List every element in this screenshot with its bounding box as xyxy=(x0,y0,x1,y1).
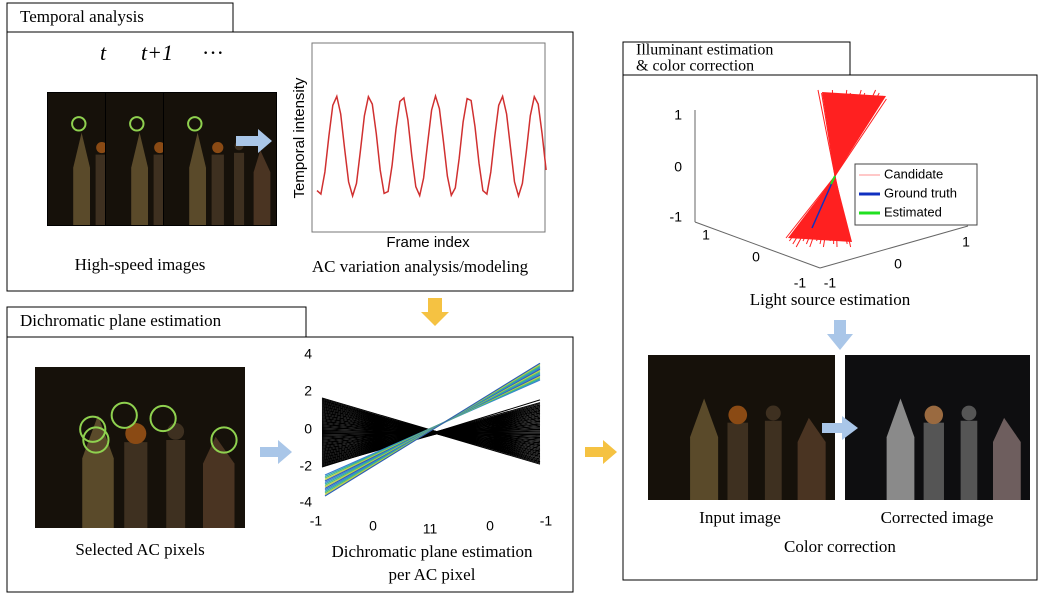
arrow xyxy=(421,298,449,326)
x-tick-label: -1 xyxy=(794,275,807,291)
y-tick-label: 1 xyxy=(962,234,970,250)
x-tick-label: 0 xyxy=(752,249,760,265)
z-tick-label: 0 xyxy=(674,159,682,175)
plot-caption: Light source estimation xyxy=(750,290,911,309)
y-tick-label: -1 xyxy=(824,275,837,291)
figure xyxy=(234,153,244,225)
x-tick-label: 11 xyxy=(423,521,438,537)
plot-caption: Dichromatic plane estimation xyxy=(331,542,533,561)
diagram: Temporal analysis t t+1 ··· High-speed i… xyxy=(0,0,1045,598)
y-tick-label: -4 xyxy=(300,494,313,510)
figure xyxy=(212,142,223,153)
figure xyxy=(961,421,978,500)
figure xyxy=(766,406,781,421)
frame-label: ··· xyxy=(202,40,224,65)
arrow xyxy=(585,440,617,464)
frame-label: t+1 xyxy=(141,40,173,65)
panel-title: Dichromatic plane estimation xyxy=(20,311,222,330)
y-tick-label: 0 xyxy=(894,256,902,272)
figure xyxy=(124,442,147,528)
image-caption: Selected AC pixels xyxy=(75,540,204,559)
y-tick-label: 4 xyxy=(304,346,312,362)
x-tick-label: 0 xyxy=(369,518,377,534)
image-caption: Input image xyxy=(699,508,781,527)
figure xyxy=(166,440,185,528)
figure xyxy=(925,406,944,425)
x-tick-label: -1 xyxy=(310,513,323,529)
z-tick-label: -1 xyxy=(670,209,683,225)
y-tick-label: -2 xyxy=(300,458,313,474)
figure xyxy=(167,423,184,440)
figure xyxy=(962,406,977,421)
y-axis-label: Temporal intensity xyxy=(291,77,308,198)
caption: Color correction xyxy=(784,537,896,556)
y-tick-label: 0 xyxy=(304,421,312,437)
legend-label: Candidate xyxy=(884,166,943,181)
panel-title: & color correction xyxy=(636,58,754,75)
image-caption: High-speed images xyxy=(75,255,206,274)
image-caption: Corrected image xyxy=(881,508,994,527)
figure xyxy=(212,155,224,225)
legend-label: Ground truth xyxy=(884,185,957,200)
x-tick-label: 0 xyxy=(486,518,494,534)
plot-caption: AC variation analysis/modeling xyxy=(312,257,529,276)
x-axis-label: Frame index xyxy=(386,234,470,251)
x-tick-label: 1 xyxy=(702,227,710,243)
frame-label: t xyxy=(100,40,107,65)
legend-label: Estimated xyxy=(884,204,942,219)
z-tick-label: 1 xyxy=(674,107,682,123)
frame-stack xyxy=(47,92,277,226)
figure xyxy=(727,423,748,500)
figure xyxy=(765,421,782,500)
y-tick-label: 2 xyxy=(304,383,312,399)
figure xyxy=(924,423,944,500)
panel-title: Temporal analysis xyxy=(20,7,144,26)
x-tick-label: -1 xyxy=(540,513,553,529)
plot-caption: per AC pixel xyxy=(389,565,476,584)
scene-image xyxy=(35,367,245,528)
figure xyxy=(728,406,747,425)
panel-title: Illuminant estimation xyxy=(636,42,773,59)
